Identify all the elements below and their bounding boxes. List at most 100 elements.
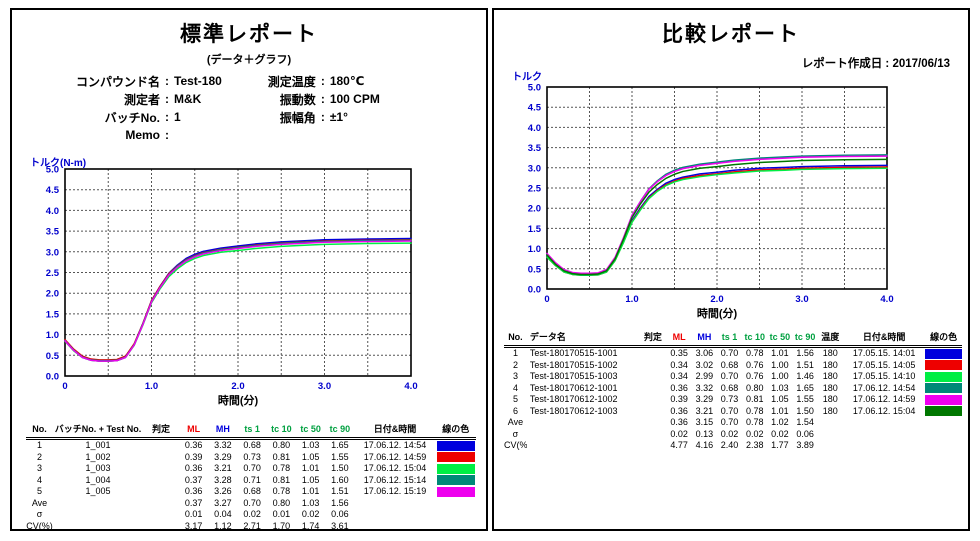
cell: 17.06.12. 15:04 xyxy=(852,405,916,416)
column-header: tc 90 xyxy=(792,330,818,348)
cell: 17.06.12. 15:04 xyxy=(363,463,427,473)
y-tick-label: 0.5 xyxy=(46,351,60,362)
sample-info-column-left: コンパウンド名: Test-180 測定者: M&K バッチNo.:1 Memo: xyxy=(68,72,222,144)
cell: 3.32 xyxy=(695,382,714,393)
x-tick-label: 3.0 xyxy=(795,294,808,305)
cell: 4.16 xyxy=(695,440,714,450)
cell: 3.29 xyxy=(695,394,714,404)
x-tick-label: 1.0 xyxy=(625,294,638,305)
cell: 0.34 xyxy=(670,359,688,370)
info-colon: : xyxy=(320,92,325,106)
cell xyxy=(436,498,477,510)
cell: 0.81 xyxy=(272,451,291,462)
cell: 3.06 xyxy=(695,348,714,358)
cell: 17.06.12. 15:14 xyxy=(363,474,427,485)
x-tick-label: 1.0 xyxy=(145,381,158,392)
cell: 0.81 xyxy=(272,474,291,485)
cell: 0.01 xyxy=(272,509,291,519)
cell: 1.01 xyxy=(301,463,320,473)
cell: Test-180170515-1002 xyxy=(529,359,618,370)
y-tick-label: 2.0 xyxy=(46,289,59,300)
y-tick-label: 1.5 xyxy=(528,224,542,235)
cell: 180 xyxy=(822,371,838,381)
table-summary-row: Ave 0.36 3.15 0.70 0.78 1.02 1.54 xyxy=(504,417,962,429)
cell: 1.02 xyxy=(771,417,789,427)
cell: 3.29 xyxy=(214,451,232,462)
cell: 0.80 xyxy=(272,440,291,450)
cell: CV(%) xyxy=(504,440,527,450)
cell: 0.02 xyxy=(720,428,739,439)
cell: 17.06.12. 14:59 xyxy=(363,451,427,462)
cell: 0.39 xyxy=(670,394,688,404)
cell xyxy=(436,452,477,464)
cell: 0.73 xyxy=(243,451,261,462)
cell xyxy=(527,417,639,429)
cell: 1.03 xyxy=(301,440,320,450)
cell xyxy=(925,394,962,406)
cell: 1.50 xyxy=(331,463,349,473)
cell: 2.40 xyxy=(720,440,739,450)
x-tick-label: 0 xyxy=(62,381,67,392)
cell: 0.71 xyxy=(243,474,261,485)
info-label: Memo xyxy=(125,128,160,142)
y-tick-label: 4.5 xyxy=(528,103,542,114)
standard-report-panel: 標準レポート (データ＋グラフ) コンパウンド名: Test-180 測定者: M&K… xyxy=(10,8,488,531)
cell: 1.03 xyxy=(301,497,320,508)
cell: 1 xyxy=(36,440,42,450)
table-summary-row: σ 0.02 0.13 0.02 0.02 0.02 0.06 xyxy=(504,429,962,441)
info-colon: : xyxy=(320,110,325,124)
cell: 0.76 xyxy=(745,371,764,381)
cell xyxy=(355,521,436,533)
results-table: No. データ名 判定 ML MH ts 1 tc 10 tc 50 tc 90 温度 日付&時間線… xyxy=(504,330,962,452)
cell: 0.37 xyxy=(184,497,203,508)
table-row: 4 1_004 0.37 3.28 0.71 0.81 1.05 1.60 17.06.12. … xyxy=(26,475,476,487)
table-row: 3 1_003 0.36 3.21 0.70 0.78 1.01 1.50 17.06.12. … xyxy=(26,463,476,475)
y-tick-label: 2.0 xyxy=(528,204,541,215)
cell: 2.71 xyxy=(243,520,261,531)
column-header: tc 50 xyxy=(767,330,793,348)
cell: 0.06 xyxy=(331,509,349,519)
table-row: 1 Test-180170515-1001 0.35 3.06 0.70 0.78 1.01… xyxy=(504,347,962,360)
cell xyxy=(925,429,962,441)
cell: 1.55 xyxy=(796,394,814,404)
column-header: tc 10 xyxy=(266,422,296,440)
measurement-info-column-right: 測定温度:180℃ 振動数:100 CPM 振幅角: ±1° xyxy=(258,72,380,144)
line-color-swatch xyxy=(925,383,962,394)
cell: 1.46 xyxy=(796,371,814,381)
column-header: MH xyxy=(208,422,238,440)
cell: 0.02 xyxy=(771,428,789,439)
cell: 0.78 xyxy=(745,405,764,416)
cell: 0.68 xyxy=(243,486,261,496)
cell: 0.81 xyxy=(745,394,764,404)
cell: 2.99 xyxy=(695,371,714,381)
cell xyxy=(639,371,666,383)
x-tick-label: 2.0 xyxy=(710,294,723,305)
cell xyxy=(818,417,843,429)
cell xyxy=(143,498,179,510)
standard-report-subtitle: (データ＋グラフ) xyxy=(206,54,292,66)
column-header: tc 90 xyxy=(325,422,355,440)
cell xyxy=(436,475,477,487)
column-header: データ名 xyxy=(526,330,640,348)
x-tick-label: 0 xyxy=(544,294,549,305)
info-row: 測定者: M&K xyxy=(68,90,222,108)
cell: 1.65 xyxy=(796,382,814,393)
cell: 1.70 xyxy=(272,520,291,531)
info-row: バッチNo.:1 xyxy=(68,108,222,126)
line-color-swatch xyxy=(925,406,962,417)
cell xyxy=(639,383,666,395)
info-value: 100 CPM xyxy=(329,92,380,106)
cell xyxy=(639,440,666,452)
series-line-Test-180170612-1003 xyxy=(546,158,888,276)
column-header: 線の色 xyxy=(435,422,476,440)
cell xyxy=(436,521,477,533)
info-row: 振動数:100 CPM xyxy=(258,90,380,108)
table-row: 5 Test-180170612-1002 0.39 3.29 0.73 0.81 1.05… xyxy=(504,394,962,406)
cell: σ xyxy=(36,509,43,519)
column-header: tc 10 xyxy=(742,330,768,348)
x-tick-label: 4.0 xyxy=(880,294,893,305)
cell: 0.36 xyxy=(184,463,203,473)
cell: 3.21 xyxy=(214,463,232,473)
info-colon: : xyxy=(165,74,169,88)
cell xyxy=(143,452,179,464)
